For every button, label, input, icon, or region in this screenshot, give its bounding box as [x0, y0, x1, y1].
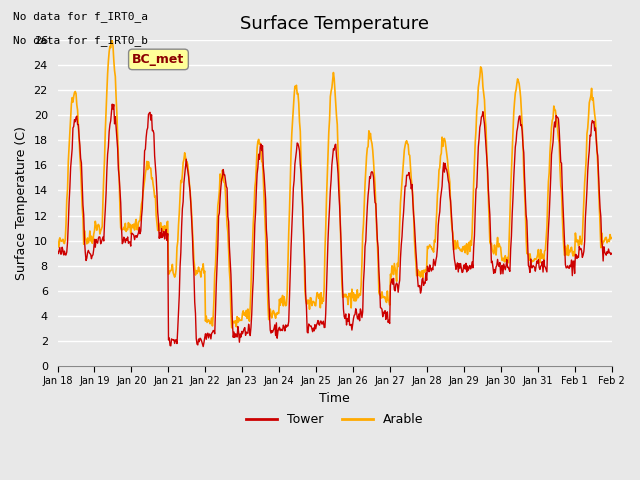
Tower — [199, 344, 207, 349]
Arable — [178, 180, 186, 185]
Arable — [122, 220, 129, 226]
Arable — [608, 235, 616, 241]
Tower — [404, 173, 412, 179]
X-axis label: Time: Time — [319, 392, 350, 405]
Tower — [64, 239, 72, 245]
Text: BC_met: BC_met — [132, 53, 184, 66]
Text: No data for f_IRT0_a: No data for f_IRT0_a — [13, 11, 148, 22]
Tower — [108, 101, 116, 107]
Line: Arable: Arable — [58, 38, 612, 328]
Arable — [420, 267, 428, 273]
Tower — [208, 330, 216, 336]
Tower — [122, 240, 129, 245]
Arable — [64, 186, 72, 192]
Arable — [207, 318, 215, 324]
Arable — [108, 36, 115, 41]
Tower — [608, 251, 616, 256]
Legend: Tower, Arable: Tower, Arable — [241, 408, 429, 432]
Arable — [228, 325, 236, 331]
Arable — [404, 141, 412, 146]
Y-axis label: Surface Temperature (C): Surface Temperature (C) — [15, 126, 28, 280]
Tower — [178, 224, 186, 230]
Arable — [54, 237, 61, 242]
Tower — [420, 283, 428, 288]
Title: Surface Temperature: Surface Temperature — [240, 15, 429, 33]
Line: Tower: Tower — [58, 104, 612, 347]
Tower — [54, 249, 61, 254]
Text: No data for f_IRT0_b: No data for f_IRT0_b — [13, 35, 148, 46]
